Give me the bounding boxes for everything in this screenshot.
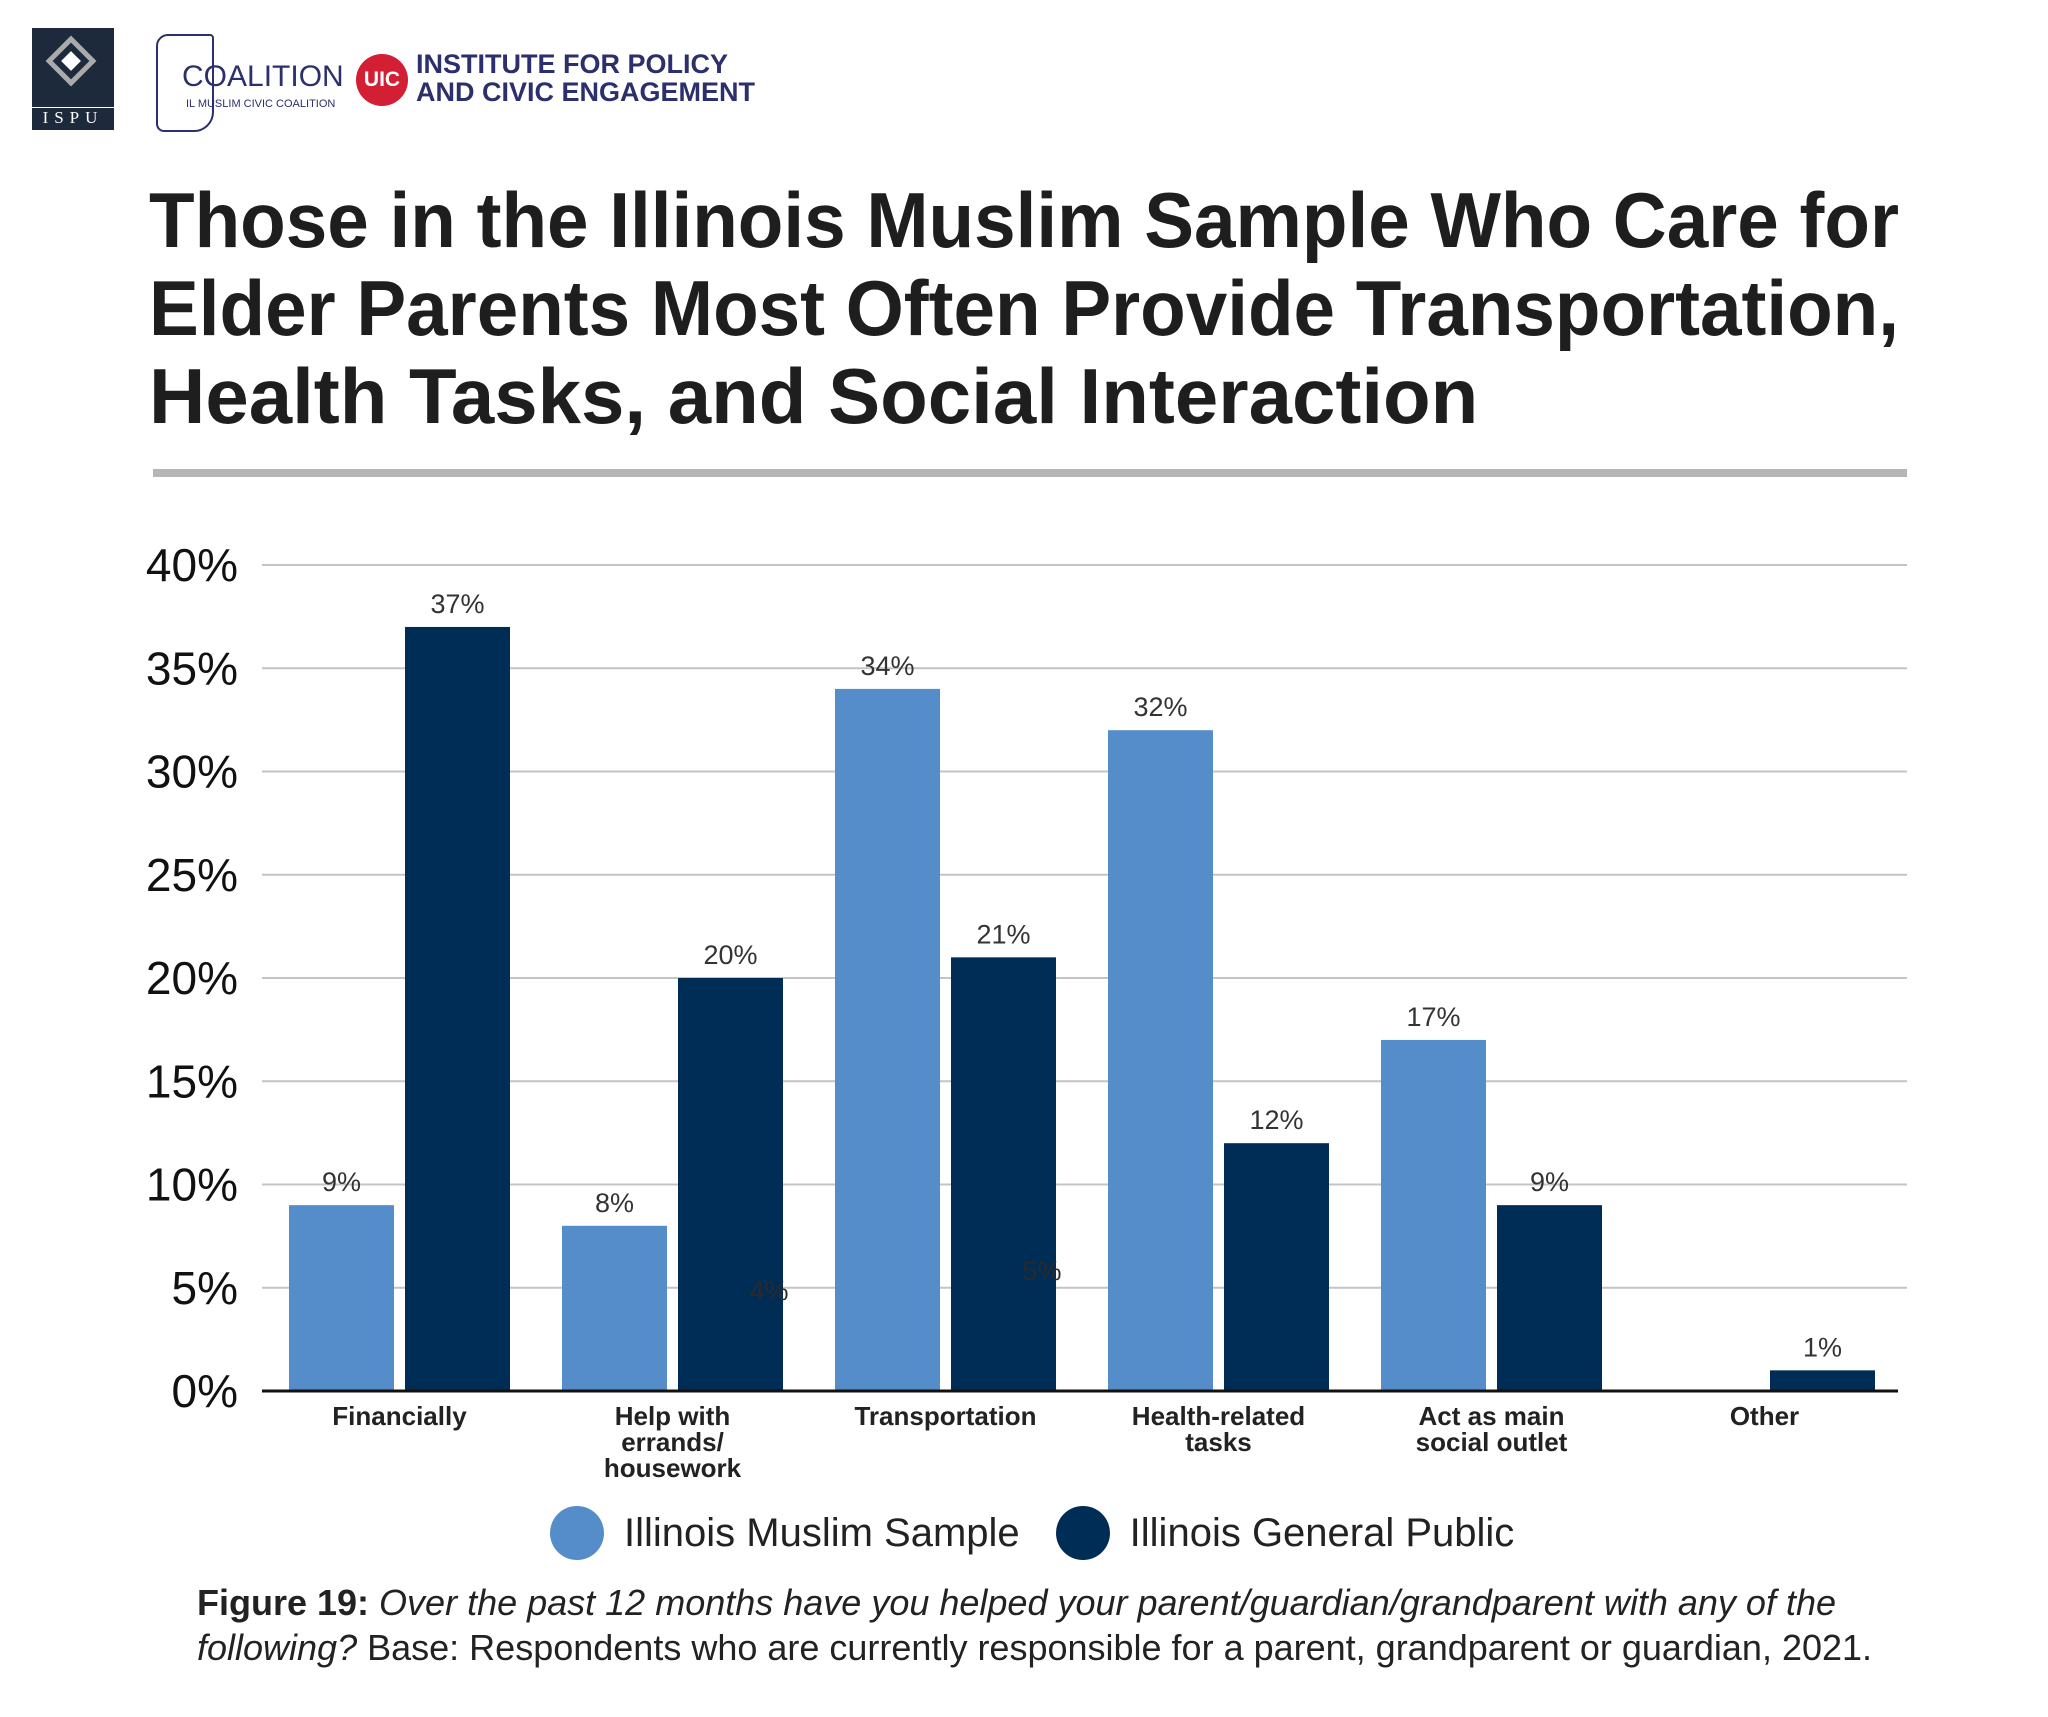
bar-muslim [289, 1205, 394, 1391]
data-label: 37% [430, 589, 484, 619]
y-tick-label: 20% [146, 952, 238, 1004]
figure-caption: Figure 19: Over the past 12 months have … [197, 1580, 1937, 1670]
logos: ISPU COALITION IL MUSLIM CIVIC COALITION… [30, 28, 790, 138]
category-label: Financially [332, 1401, 467, 1431]
coalition-name: COALITION [182, 60, 344, 93]
category-label: Health-related [1132, 1401, 1305, 1431]
data-label: 32% [1133, 692, 1187, 722]
bar-general [1770, 1370, 1875, 1391]
coalition-subtitle: IL MUSLIM CIVIC COALITION [186, 98, 336, 110]
data-label: 9% [1530, 1167, 1569, 1197]
y-tick-label: 0% [172, 1365, 238, 1417]
ipce-line2: AND CIVIC ENGAGEMENT [416, 77, 756, 107]
y-tick-label: 30% [146, 746, 238, 798]
bar-muslim [562, 1225, 667, 1391]
category-label: Other [1730, 1401, 1799, 1431]
bar-muslim [1381, 1039, 1486, 1391]
chart-title: Those in the Illinois Muslim Sample Who … [149, 176, 1949, 440]
category-label: errands/ [621, 1427, 724, 1457]
bar-general [951, 957, 1056, 1391]
data-label: 17% [1406, 1002, 1460, 1032]
category-label: housework [604, 1453, 742, 1483]
y-tick-label: 35% [146, 642, 238, 694]
data-label: 9% [322, 1167, 361, 1197]
legend-swatch-muslim [550, 1506, 604, 1560]
legend-swatch-general [1055, 1506, 1110, 1560]
title-line: Health Tasks, and Social Interaction [149, 352, 1479, 440]
category-label: Act as main [1419, 1401, 1565, 1431]
y-tick-label: 5% [172, 1262, 238, 1314]
illinois-outline-icon [156, 34, 214, 132]
legend-label: Illinois General Public [1129, 1510, 1515, 1555]
y-tick-label: 15% [146, 1055, 238, 1107]
category-label: Transportation [854, 1401, 1036, 1431]
category-label: Help with [615, 1401, 731, 1431]
bar-general [1497, 1205, 1602, 1391]
ispu-logo-text: ISPU [32, 107, 114, 128]
caption-figure-number: Figure 19: [197, 1582, 370, 1623]
y-tick-label: 40% [146, 539, 238, 591]
bar-general [678, 978, 783, 1391]
data-label-hidden: 4% [749, 1276, 788, 1306]
caption-question: Over the past 12 months have you helped … [197, 1582, 1836, 1668]
ipce-line1: INSTITUTE FOR POLICY [416, 49, 729, 79]
legend: Illinois Muslim Sample Illinois General … [550, 1506, 1514, 1560]
bar-general [1224, 1143, 1329, 1391]
category-label: tasks [1185, 1427, 1252, 1457]
y-tick-label: 10% [146, 1159, 238, 1211]
ipce-logo: INSTITUTE FOR POLICY AND CIVIC ENGAGEMEN… [416, 50, 755, 106]
bar-general [405, 626, 510, 1391]
title-divider [153, 469, 1907, 477]
uic-badge: UIC [356, 54, 408, 106]
caption-base: Base: Respondents who are currently resp… [357, 1627, 1873, 1668]
legend-label: Illinois Muslim Sample [624, 1510, 1020, 1555]
data-label: 8% [595, 1188, 634, 1218]
y-tick-label: 25% [146, 849, 238, 901]
data-label: 1% [1803, 1332, 1842, 1362]
title-line: Those in the Illinois Muslim Sample Who … [149, 176, 1899, 264]
coalition-logo: COALITION IL MUSLIM CIVIC COALITION [156, 34, 356, 132]
category-label: social outlet [1416, 1427, 1568, 1457]
data-label: 21% [976, 919, 1030, 949]
data-label-hidden: 5% [1022, 1256, 1061, 1286]
bar-muslim [1108, 730, 1213, 1391]
data-label: 34% [860, 651, 914, 681]
title-line: Elder Parents Most Often Provide Transpo… [149, 264, 1899, 352]
bar-muslim [835, 688, 940, 1391]
ispu-logo: ISPU [32, 28, 114, 130]
data-label: 20% [703, 940, 757, 970]
data-label: 12% [1249, 1105, 1303, 1135]
